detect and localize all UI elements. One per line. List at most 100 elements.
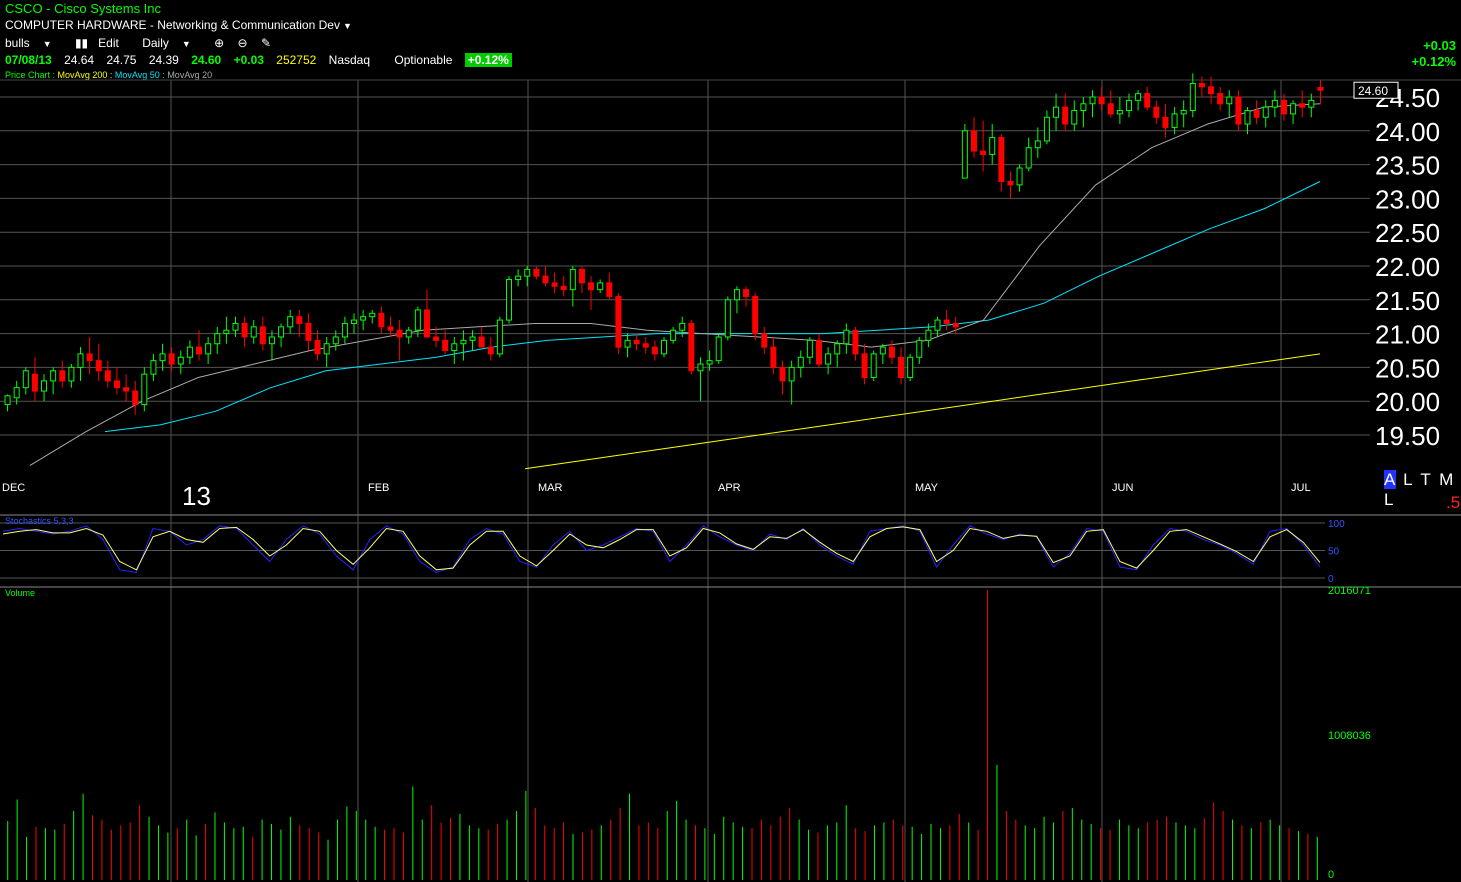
candle-down — [1317, 87, 1324, 91]
candle-down — [588, 282, 595, 291]
price-tick-label: 23.00 — [1375, 184, 1440, 214]
timeframe-rest[interactable]: L T M L — [1384, 470, 1456, 509]
candle-up — [223, 329, 230, 335]
candle-down — [478, 336, 485, 348]
candle-up — [369, 312, 376, 318]
candle-up — [250, 326, 257, 338]
candle-down — [560, 285, 567, 291]
candle-up — [715, 336, 722, 362]
candle-up — [506, 279, 513, 321]
candle-up — [232, 322, 239, 331]
candle-down — [1107, 103, 1114, 115]
candle-up — [569, 268, 576, 291]
candle-up — [1116, 110, 1123, 115]
candle-up — [961, 130, 968, 179]
candle-down — [1217, 93, 1224, 105]
candle-up — [1034, 140, 1041, 149]
month-tick-label: DEC — [2, 482, 25, 494]
timeframe-selector[interactable]: A L T M L — [1384, 470, 1461, 510]
candle-down — [132, 390, 139, 406]
candle-down — [970, 130, 977, 152]
candle-up — [1271, 99, 1278, 108]
sector-label: COMPUTER HARDWARE - Networking & Communi… — [5, 18, 340, 32]
top-right-abs-change: +0.03 — [1423, 38, 1456, 53]
month-tick-label: APR — [718, 482, 741, 494]
price-tick-label: 22.00 — [1375, 252, 1440, 282]
candle-down — [1144, 93, 1151, 108]
price-tick-label: 23.50 — [1375, 151, 1440, 181]
candle-down — [296, 316, 303, 324]
pencil-icon[interactable]: ✎ — [260, 36, 272, 50]
list-dropdown[interactable]: bulls ▼ — [5, 36, 62, 50]
price-tick-label: 21.50 — [1375, 286, 1440, 316]
legend-ma200[interactable]: MovAvg 200 : — [57, 70, 113, 80]
candle-up — [141, 373, 148, 406]
candle-down — [761, 333, 768, 348]
volume-tick-label: 0 — [1328, 869, 1334, 881]
sector-dropdown[interactable]: COMPUTER HARDWARE - Networking & Communi… — [5, 18, 352, 32]
candle-down — [688, 322, 695, 372]
candle-up — [150, 360, 157, 375]
candle-down — [442, 339, 449, 351]
candle-down — [651, 346, 658, 355]
stoch-tick-label: 0 — [1328, 574, 1334, 585]
candle-down — [852, 329, 859, 355]
candle-down — [95, 360, 102, 372]
timeframe-a[interactable]: A — [1384, 470, 1397, 489]
legend-ma50[interactable]: MovAvg 50 : — [114, 70, 165, 80]
candle-up — [515, 275, 522, 281]
candle-down — [1198, 82, 1205, 88]
period-dropdown[interactable]: Daily ▼ — [142, 36, 201, 50]
stochastics-label: Stochastics 5,3,3 — [5, 516, 74, 526]
candle-up — [68, 366, 75, 382]
candle-down — [815, 339, 822, 365]
candle-up — [843, 329, 850, 345]
change-pct-badge: +0.12% — [464, 53, 512, 67]
zoom-in-icon[interactable]: ⊕ — [214, 36, 225, 50]
candle-up — [834, 343, 841, 355]
legend-ma20[interactable]: MovAvg 20 — [167, 70, 213, 80]
candle-down — [433, 336, 440, 341]
month-tick-label: JUN — [1112, 482, 1133, 494]
candle-down — [59, 370, 66, 382]
volume-tick-label: 1008036 — [1328, 730, 1371, 742]
quote-open: 24.64 — [64, 53, 95, 67]
candle-up — [934, 319, 941, 331]
candle-down — [305, 322, 312, 341]
ma50-line — [104, 181, 1321, 433]
candle-up — [341, 322, 348, 338]
legend-price-chart[interactable]: Price Chart : — [5, 70, 56, 80]
candle-up — [1025, 147, 1032, 169]
candle-up — [1080, 103, 1087, 112]
chevron-down-icon: ▼ — [42, 39, 52, 49]
edit-button[interactable]: ▮▮ Edit — [75, 36, 129, 50]
candle-up — [414, 309, 421, 331]
candle-down — [943, 319, 950, 324]
candle-down — [770, 346, 777, 368]
candle-up — [186, 346, 193, 358]
candle-up — [870, 353, 877, 379]
candle-up — [925, 329, 932, 341]
candle-down — [423, 309, 430, 338]
candle-up — [733, 289, 740, 301]
candle-down — [86, 353, 93, 362]
candle-up — [1043, 116, 1050, 142]
candle-up — [332, 336, 339, 345]
month-tick-label: JUL — [1291, 482, 1311, 494]
candle-down — [487, 346, 494, 355]
candle-up — [1180, 110, 1187, 115]
zoom-out-icon[interactable]: ⊖ — [237, 36, 248, 50]
candle-up — [916, 339, 923, 358]
candle-down — [606, 282, 613, 297]
quote-low: 24.39 — [148, 53, 179, 67]
ma200-line — [524, 353, 1321, 470]
volume-label: Volume — [5, 588, 36, 598]
candle-up — [989, 137, 996, 155]
candle-down — [998, 137, 1005, 182]
candle-down — [387, 326, 394, 331]
top-right-pct-change: +0.12% — [1411, 54, 1456, 69]
quote-high: 24.75 — [106, 53, 137, 67]
candle-up — [524, 268, 531, 277]
candle-down — [1235, 96, 1242, 125]
